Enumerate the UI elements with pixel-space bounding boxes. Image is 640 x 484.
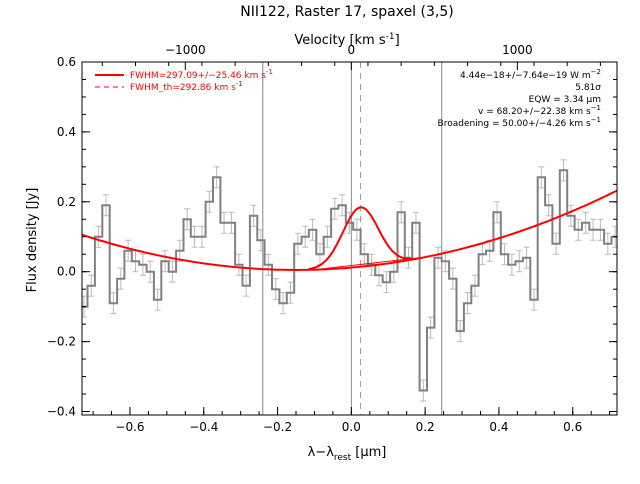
y-tick-label-3: 0.2 (57, 195, 76, 209)
annotation-eqw: EQW = 3.34 μm (529, 95, 601, 105)
x-tick-label-3: 0.0 (342, 420, 361, 434)
x-axis-label-sub: rest (334, 453, 352, 463)
y-tick-label-0: −0.4 (47, 405, 76, 419)
legend-fit-main: FWHM=297.09+/−25.46 km s (130, 71, 266, 81)
plot-background (82, 62, 617, 415)
top-axis-label-main: Velocity [km s (294, 33, 386, 48)
annotation-broadening: Broadening = 50.00+/−4.26 km s−1 (438, 116, 601, 129)
fit-gaussian-line (308, 206, 412, 270)
x-tick-label-6: 0.6 (563, 420, 582, 434)
legend-dashed-sup: -1 (236, 80, 243, 88)
plot-frame (81, 61, 618, 416)
thin-baseline-segment (314, 256, 426, 271)
annotation-velocity: v = 68.20+/−22.38 km s−1 (478, 104, 601, 117)
legend: FWHM=297.09+/−25.46 km s-1 FWHM_th=292.8… (95, 68, 273, 93)
x-tick-label-1: −0.4 (189, 420, 218, 434)
legend-dashed-label: FWHM_th=292.86 km s-1 (130, 80, 243, 93)
legend-fit-sup: -1 (266, 68, 273, 76)
spectrum-histogram (82, 169, 617, 392)
chart-title: NII122, Raster 17, spaxel (3,5) (240, 4, 453, 20)
top-tick-label-1: 0 (348, 43, 356, 57)
y-tick-label-5: 0.6 (57, 55, 76, 69)
annotations: 4.44e−18+/−7.64e−19 W m−2 5.81σ EQW = 3.… (438, 68, 602, 129)
x-tick-label-4: 0.2 (416, 420, 435, 434)
annotation-significance: 5.81σ (575, 83, 601, 93)
y-tick-label-4: 0.4 (57, 125, 76, 139)
y-tick-label-2: 0.0 (57, 265, 76, 279)
x-tick-label-0: −0.6 (115, 420, 144, 434)
top-axis-label-sup: -1 (386, 32, 395, 42)
top-axis-label-end: ] (395, 33, 400, 48)
x-axis-label-unit: [μm] (351, 445, 386, 460)
x-axis-label-main: λ−λ (308, 445, 335, 460)
legend-fit-label: FWHM=297.09+/−25.46 km s-1 (130, 68, 273, 81)
x-tick-label-5: 0.4 (489, 420, 508, 434)
top-tick-label-2: 1000 (502, 43, 533, 57)
y-tick-label-1: −0.2 (47, 335, 76, 349)
top-tick-label-0: −1000 (165, 43, 206, 57)
y-axis-label: Flux density [Jy] (25, 188, 40, 293)
x-axis-label: λ−λrest [μm] (308, 445, 387, 463)
fit-baseline (82, 189, 617, 271)
x-tick-label-2: −0.2 (263, 420, 292, 434)
top-axis-label: Velocity [km s-1] (294, 32, 399, 48)
annotation-flux: 4.44e−18+/−7.64e−19 W m−2 (460, 68, 601, 81)
legend-dashed-main: FWHM_th=292.86 km s (130, 83, 236, 93)
